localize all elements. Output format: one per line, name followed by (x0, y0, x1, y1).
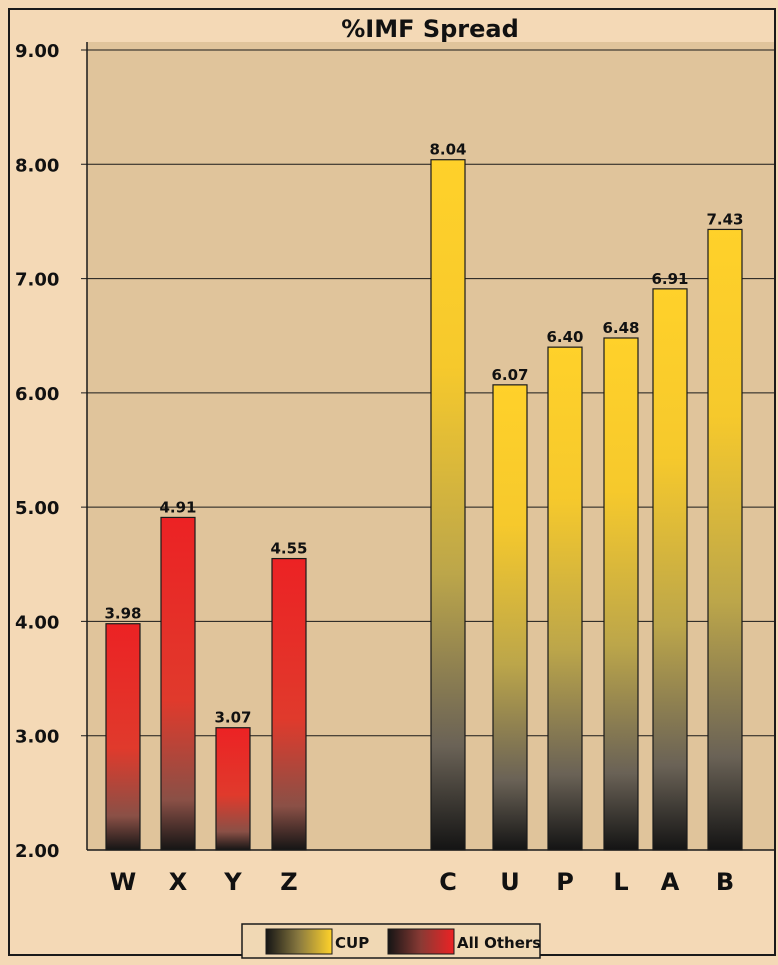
data-label: 8.04 (429, 141, 466, 159)
data-label: 6.40 (546, 328, 583, 346)
bar-c (430, 159, 466, 851)
bar-x (160, 516, 196, 851)
legend-swatch-cup (265, 928, 333, 955)
bar-a (652, 288, 688, 851)
chart-title: %IMF Spread (341, 15, 519, 43)
y-tick-label: 3.00 (15, 727, 59, 748)
x-tick-label: Z (280, 868, 297, 896)
bar-b (707, 228, 743, 851)
legend-swatch-all-others (387, 928, 455, 955)
x-tick-label: B (716, 868, 734, 896)
x-tick-label: Y (223, 868, 242, 896)
data-label: 7.43 (706, 210, 743, 228)
bars (105, 159, 743, 851)
bar-u (492, 384, 528, 851)
bar-l (603, 337, 639, 851)
data-labels: 3.98 4.91 3.07 4.55 8.04 6.07 6.40 6.48 6.91 7.43 (104, 141, 743, 727)
y-axis-tick-labels: 2.00 3.00 4.00 5.00 6.00 7.00 8.00 9.00 (15, 41, 59, 862)
data-label: 4.55 (270, 540, 307, 558)
data-label: 3.07 (214, 709, 251, 727)
data-label: 6.07 (491, 366, 528, 384)
y-tick-label: 4.00 (15, 612, 59, 633)
bar-z (271, 557, 307, 851)
x-tick-label: X (169, 868, 188, 896)
y-axis-band (10, 42, 87, 850)
data-label: 6.48 (602, 319, 639, 337)
legend-label-cup: CUP (335, 934, 369, 952)
y-tick-label: 7.00 (15, 270, 59, 291)
y-tick-label: 2.00 (15, 841, 59, 862)
legend: CUP All Others (241, 923, 541, 959)
data-label: 3.98 (104, 605, 141, 623)
data-label: 6.91 (651, 270, 688, 288)
x-tick-label: U (500, 868, 520, 896)
y-tick-label: 8.00 (15, 155, 59, 176)
bar-y (215, 727, 251, 851)
data-label: 4.91 (159, 498, 196, 516)
x-tick-label: W (110, 868, 136, 896)
y-tick-label: 9.00 (15, 41, 59, 62)
x-tick-label: L (613, 868, 628, 896)
x-tick-label: P (556, 868, 574, 896)
y-tick-label: 6.00 (15, 384, 59, 405)
y-tick-label: 5.00 (15, 498, 59, 519)
title-band (10, 10, 774, 42)
legend-label-all-others: All Others (457, 934, 541, 952)
bar-p (547, 346, 583, 851)
bar-w (105, 623, 141, 851)
x-tick-label: A (661, 868, 680, 896)
x-tick-label: C (439, 868, 457, 896)
